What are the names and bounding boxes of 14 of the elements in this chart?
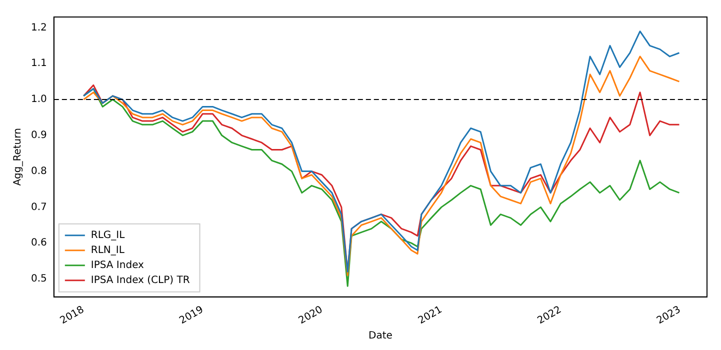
legend-label: RLN_IL (90, 244, 125, 256)
legend-label: IPSA Index (CLP) TR (90, 274, 190, 286)
legend-label: RLG_IL (90, 230, 126, 241)
y-tick-label: 1.0 (30, 94, 47, 106)
y-axis-title: Agg_Return (12, 128, 24, 186)
y-tick-label: 0.6 (30, 238, 47, 249)
x-axis-title: Date (368, 330, 392, 342)
y-tick-label: 1.2 (30, 22, 47, 34)
y-tick-label: 0.7 (30, 202, 47, 213)
y-tick-label: 0.8 (30, 166, 47, 177)
y-tick-label: 1.1 (30, 58, 47, 70)
legend-label: IPSA Index (90, 260, 144, 271)
y-tick-label: 0.9 (30, 130, 47, 142)
y-tick-label: 0.5 (30, 274, 47, 285)
